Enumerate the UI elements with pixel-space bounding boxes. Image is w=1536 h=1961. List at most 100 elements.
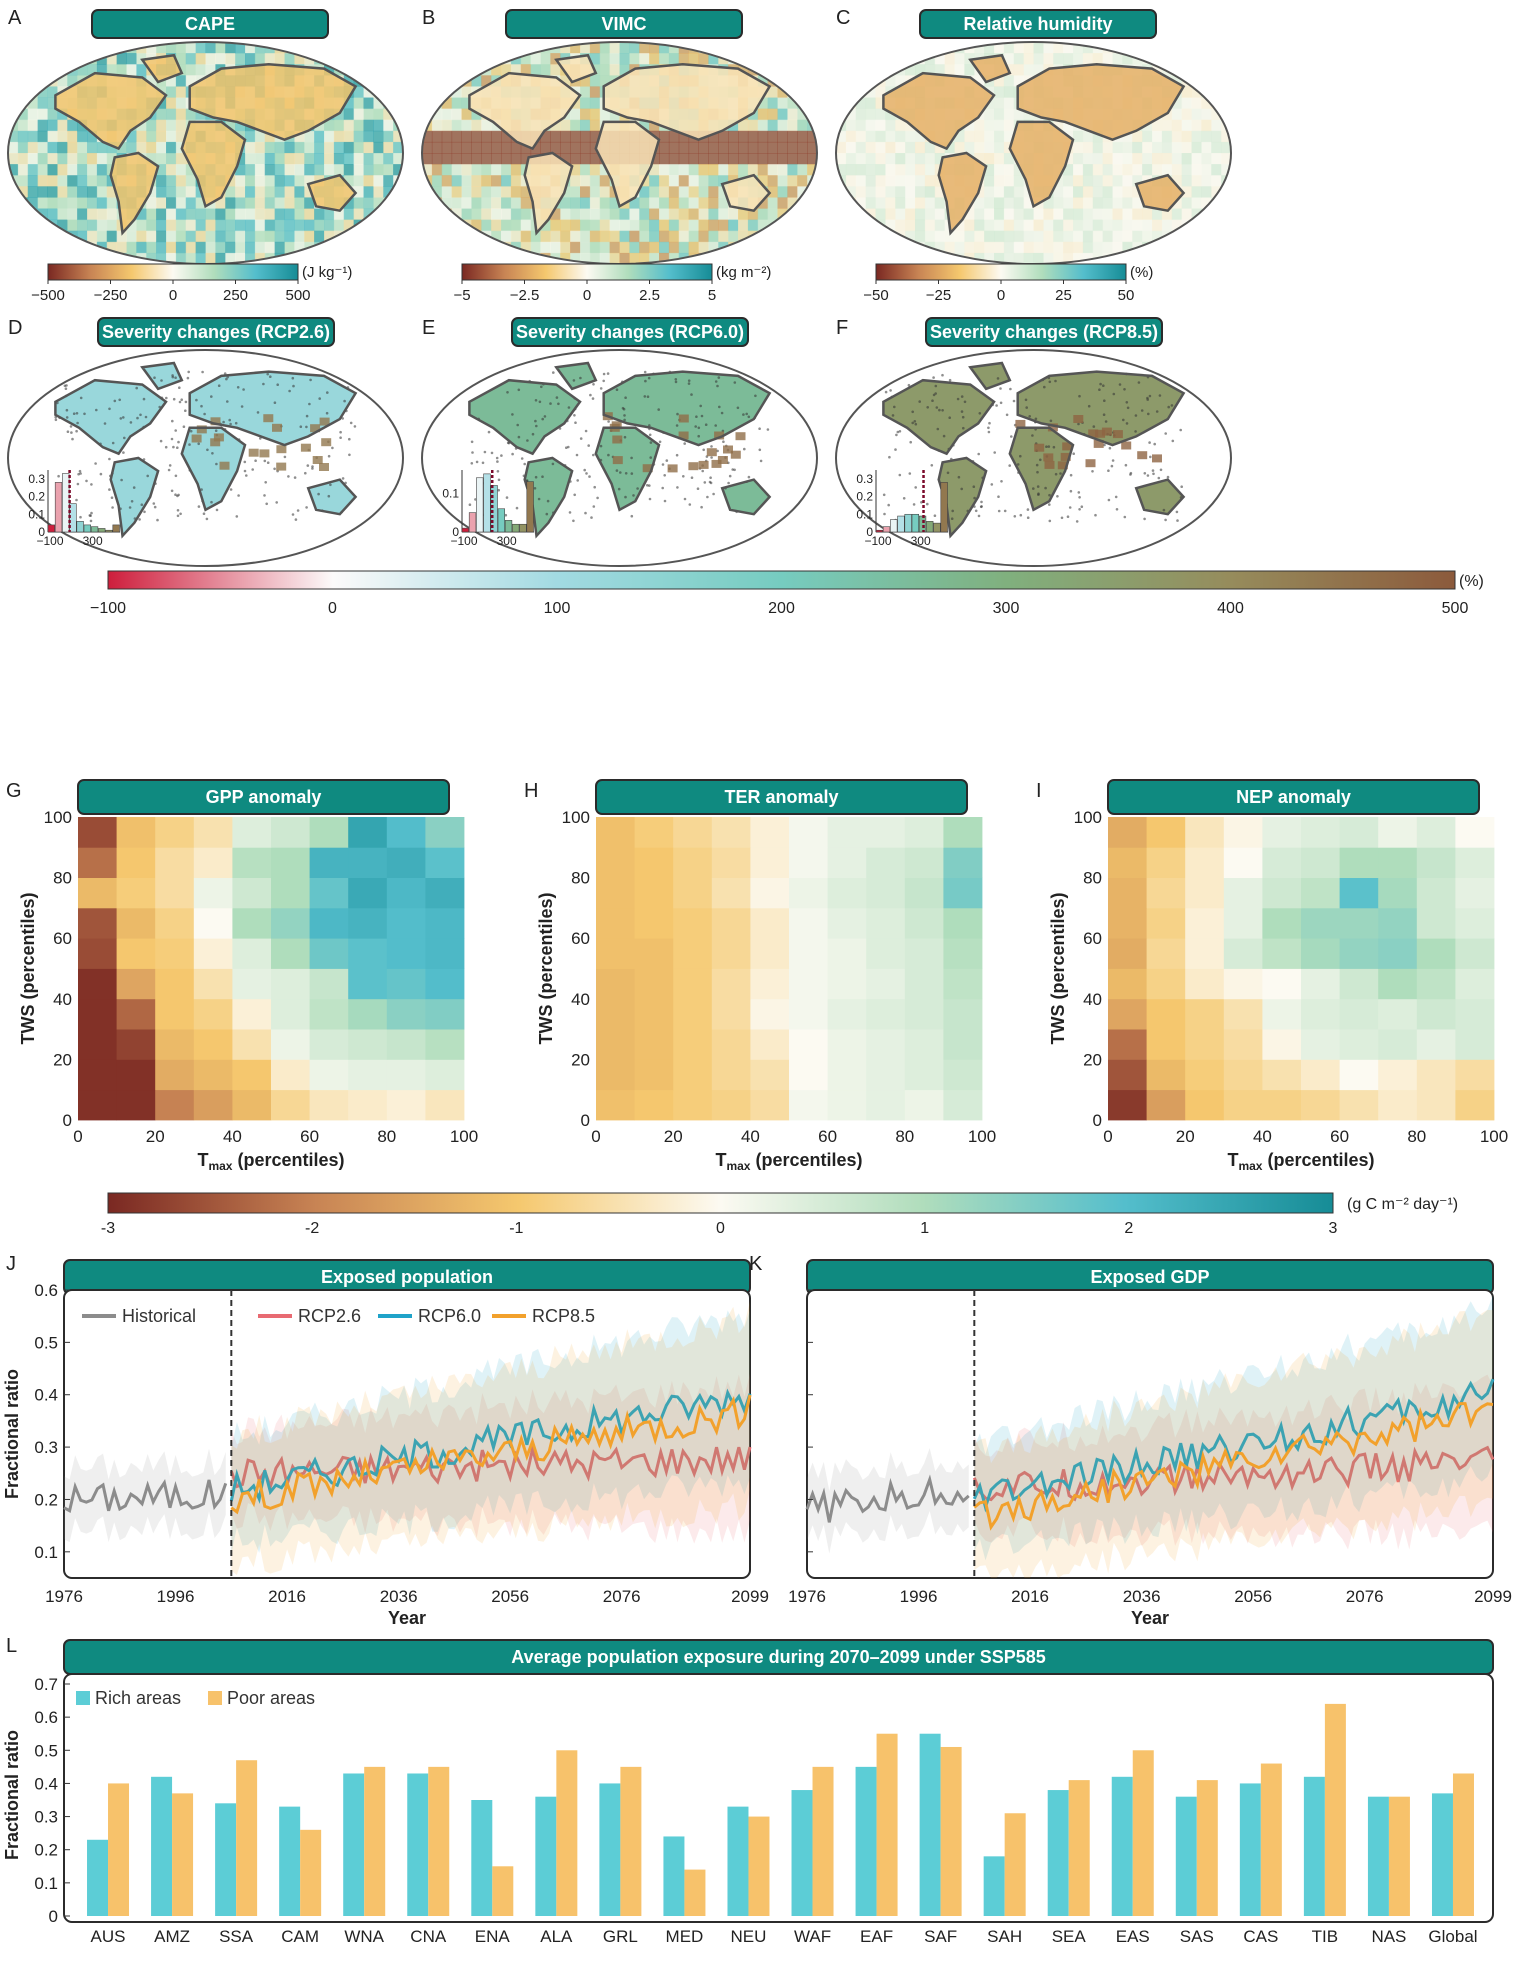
map-cell: [1211, 141, 1222, 154]
colorbar-tick-label: 5: [708, 287, 716, 304]
heatmap-cell: [271, 1029, 310, 1060]
map-cell: [383, 208, 394, 221]
significance-dot: [1102, 413, 1106, 417]
map-cell: [451, 141, 462, 154]
map-cell: [520, 197, 532, 209]
map-field: [836, 42, 1231, 264]
significance-dot: [153, 376, 156, 380]
bar-ylabel: Fractional ratio: [2, 1730, 22, 1860]
map-cell: [451, 42, 462, 54]
legend-label: RCP6.0: [418, 1306, 481, 1326]
panel-header-title: NEP anomaly: [1236, 787, 1351, 807]
heatmap-cell: [866, 1029, 906, 1060]
map-cell: [580, 153, 591, 165]
significance-dot: [311, 465, 314, 468]
map-cell: [1112, 197, 1123, 209]
map-cell: [1191, 130, 1202, 143]
map-cell: [1181, 42, 1192, 54]
bar-poor: [876, 1733, 898, 1916]
map-cell: [67, 252, 78, 264]
map-cell: [245, 153, 256, 165]
significance-dot: [520, 457, 524, 460]
significance-dot: [228, 418, 231, 422]
hist-bar: [875, 529, 883, 533]
significance-dot: [896, 430, 900, 434]
map-cell: [905, 197, 916, 209]
map-cell: [708, 252, 719, 264]
heatmap-cell: [1455, 998, 1495, 1030]
map-cell: [264, 141, 276, 154]
map-cell: [27, 252, 39, 264]
heatmap-cell: [943, 847, 983, 878]
map-cell: [1191, 97, 1202, 110]
map-cell: [136, 119, 147, 132]
heatmap-cell: [1223, 877, 1263, 909]
map-cell: [836, 42, 847, 54]
map-cell: [964, 219, 975, 232]
map-cell: [77, 186, 88, 198]
map-cell: [845, 86, 857, 98]
map-cell: [126, 241, 137, 254]
map-cell: [688, 141, 699, 154]
map-cell: [471, 186, 482, 198]
map-cell: [599, 42, 611, 54]
map-cell: [1122, 230, 1133, 243]
significance-dot: [999, 387, 1002, 390]
map-cell: [934, 208, 946, 221]
bar-poor: [1452, 1773, 1474, 1916]
heatmap-cell: [750, 1059, 790, 1091]
map-cell: [343, 164, 355, 176]
map-cell: [1102, 175, 1113, 187]
bar-rich: [1367, 1796, 1389, 1916]
heatmap-cell: [673, 938, 713, 969]
map-cell: [481, 153, 492, 165]
ts-xtick: 2099: [731, 1587, 769, 1606]
map-cell: [924, 42, 936, 54]
map-cell: [1191, 64, 1202, 76]
map-land: [469, 55, 770, 233]
map-field: [8, 350, 403, 566]
map-cell: [1132, 130, 1143, 143]
map-cell: [924, 64, 936, 76]
significance-dot: [202, 512, 206, 515]
map-cell: [166, 75, 177, 87]
map-cell: [984, 241, 995, 254]
flux-colorbar: [107, 1192, 1334, 1214]
heatmap-cell: [673, 1089, 713, 1121]
significance-dot: [78, 469, 82, 473]
map-cell: [954, 141, 965, 154]
heatmap-cell: [1455, 938, 1495, 969]
map-cell: [1191, 241, 1202, 254]
map-cell: [855, 197, 867, 209]
map-cell: [8, 53, 19, 65]
map-cell: [481, 241, 492, 254]
heatmap-cell: [1108, 847, 1147, 878]
significance-dot: [187, 370, 190, 374]
map-cell: [688, 186, 699, 198]
heatmap-cell: [827, 1089, 867, 1121]
bar-poor: [300, 1829, 322, 1916]
heatmap-cell: [1378, 877, 1418, 909]
map-cell: [393, 53, 403, 65]
heatmap-cell: [866, 1059, 906, 1091]
map-cell: [560, 219, 571, 232]
heatmap-cell: [596, 1029, 635, 1060]
map-cell: [668, 141, 680, 154]
heatmap-cell: [1301, 847, 1340, 878]
map-cell: [294, 130, 305, 143]
map-cell: [77, 130, 88, 143]
heatmap-cell: [386, 968, 426, 1000]
significance-dot: [1146, 396, 1149, 400]
map-cell: [333, 153, 345, 165]
significance-dot: [687, 382, 691, 385]
map-cell: [1043, 197, 1054, 209]
bar-rich: [1047, 1790, 1069, 1916]
map-cell: [156, 108, 167, 121]
map-cell: [77, 64, 88, 76]
map-cell: [431, 164, 443, 176]
map-cell: [1142, 42, 1153, 54]
map-cell: [905, 153, 916, 165]
heatmap-xlabel: Tmax (percentiles): [197, 1150, 344, 1173]
bar-category-label: WAF: [794, 1927, 831, 1946]
heatmap-ytick: 40: [1083, 990, 1102, 1009]
